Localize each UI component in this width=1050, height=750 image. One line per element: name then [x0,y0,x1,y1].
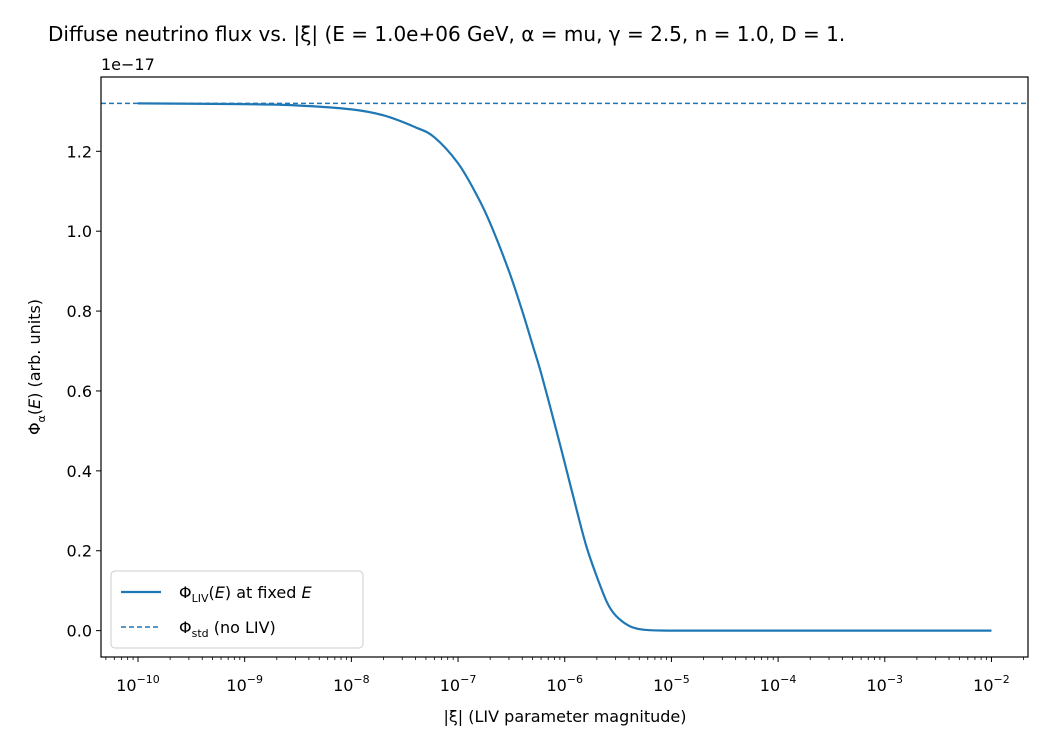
y-axis-label-rest: ( [25,409,44,415]
x-tick-label: 10−10 [116,673,160,695]
legend: ΦLIV(E) at fixed E Φstd (no LIV) [110,570,364,649]
legend-entry-std: Φstd (no LIV) [179,618,276,640]
y-tick-label: 0.0 [67,622,92,641]
x-tick-label: 10−8 [333,673,370,695]
y-tick-label: 1.2 [67,142,92,161]
axes-frame [100,76,1029,658]
chart-title: Diffuse neutrino flux vs. |ξ| (E = 1.0e+… [48,22,845,46]
x-tick-label: 10−7 [440,673,477,695]
y-axis-label-sub: α [35,415,48,422]
y-tick-label: 0.6 [67,382,92,401]
y-axis-label: Φα(E) (arb. units) [25,299,48,435]
series-line-liv [137,102,992,632]
axis-ticks: 10−10 10−9 10−8 10−7 10−6 10−5 10−4 10−3 10−2 0.0… [67,142,1024,695]
y-tick-label: 0.2 [67,542,92,561]
x-tick-label: 10−2 [973,673,1010,695]
y-offset-label: 1e−17 [101,55,155,74]
legend-entry-liv: ΦLIV(E) at fixed E [179,583,313,605]
y-tick-label: 1.0 [67,222,92,241]
plot-area [101,102,1028,632]
x-tick-label: 10−3 [866,673,903,695]
y-tick-label: 0.8 [67,302,92,321]
x-tick-label: 10−5 [653,673,690,695]
x-tick-label: 10−9 [226,673,263,695]
x-tick-label: 10−6 [546,673,583,695]
legend-box [110,570,364,649]
x-axis-label: |ξ| (LIV parameter magnitude) [443,707,686,726]
y-axis-label-symbol: Φ [25,422,44,435]
y-tick-label: 0.4 [67,462,92,481]
x-tick-label: 10−4 [760,673,797,695]
